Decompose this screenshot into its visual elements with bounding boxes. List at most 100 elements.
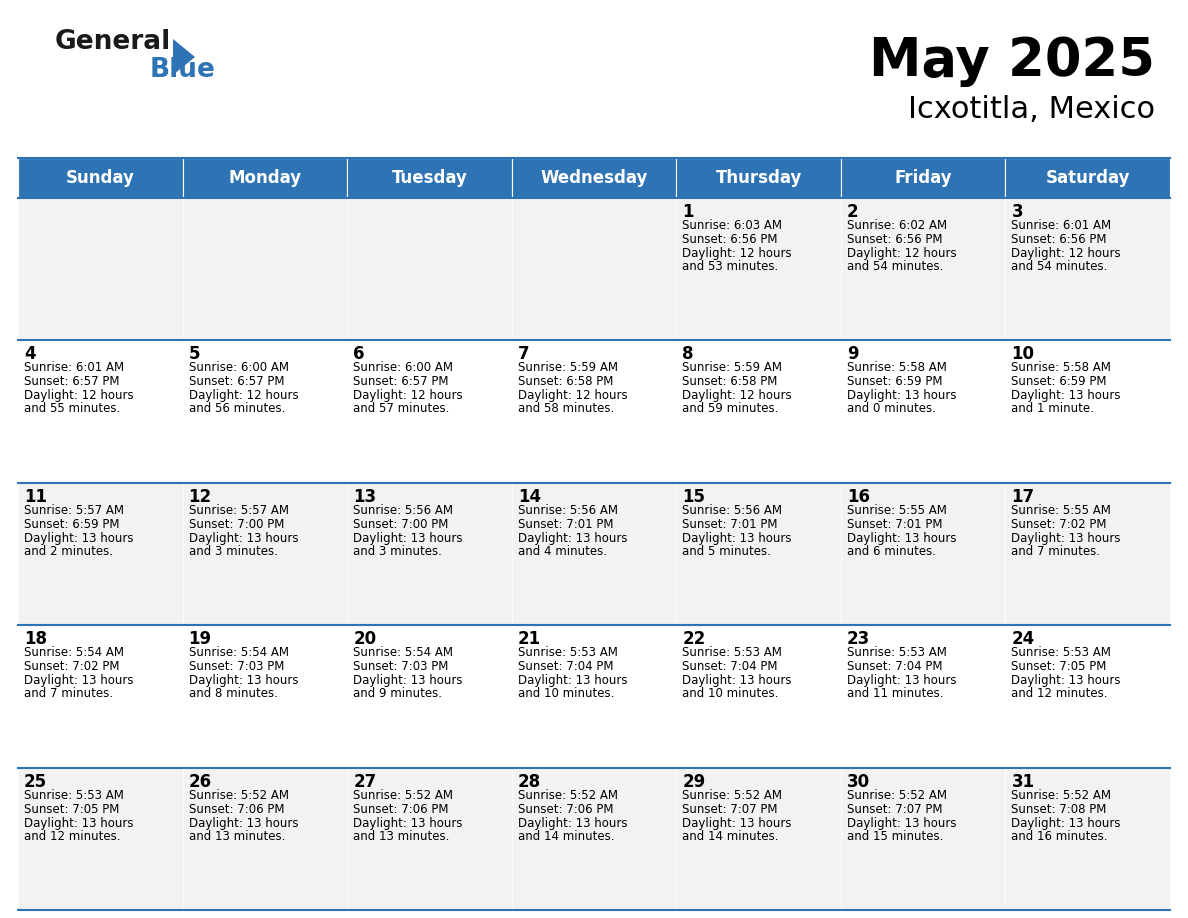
Text: and 15 minutes.: and 15 minutes. — [847, 830, 943, 843]
Text: Sunrise: 5:59 AM: Sunrise: 5:59 AM — [518, 362, 618, 375]
Bar — [183, 198, 347, 341]
Text: Sunrise: 5:56 AM: Sunrise: 5:56 AM — [682, 504, 782, 517]
Text: and 13 minutes.: and 13 minutes. — [353, 830, 449, 843]
Text: and 0 minutes.: and 0 minutes. — [847, 402, 936, 416]
Text: and 5 minutes.: and 5 minutes. — [682, 544, 771, 558]
Text: Daylight: 12 hours: Daylight: 12 hours — [189, 389, 298, 402]
Text: Monday: Monday — [228, 169, 302, 187]
Bar — [1005, 483, 1170, 625]
Text: and 56 minutes.: and 56 minutes. — [189, 402, 285, 416]
Text: 19: 19 — [189, 630, 211, 648]
Text: and 9 minutes.: and 9 minutes. — [353, 688, 442, 700]
Text: 30: 30 — [847, 773, 870, 790]
Text: 8: 8 — [682, 345, 694, 364]
Text: and 13 minutes.: and 13 minutes. — [189, 830, 285, 843]
Bar — [18, 341, 183, 483]
Text: Friday: Friday — [895, 169, 952, 187]
Text: 17: 17 — [1011, 487, 1035, 506]
Text: Sunset: 7:04 PM: Sunset: 7:04 PM — [682, 660, 778, 673]
Text: Sunrise: 6:03 AM: Sunrise: 6:03 AM — [682, 219, 782, 232]
Text: Sunrise: 5:52 AM: Sunrise: 5:52 AM — [1011, 789, 1112, 801]
Bar — [512, 483, 676, 625]
Text: Daylight: 13 hours: Daylight: 13 hours — [847, 532, 956, 544]
Text: and 8 minutes.: and 8 minutes. — [189, 688, 278, 700]
Text: 25: 25 — [24, 773, 48, 790]
Text: Daylight: 13 hours: Daylight: 13 hours — [518, 532, 627, 544]
Text: 12: 12 — [189, 487, 211, 506]
Text: Daylight: 12 hours: Daylight: 12 hours — [847, 247, 956, 260]
Text: Sunrise: 6:01 AM: Sunrise: 6:01 AM — [24, 362, 124, 375]
Text: Sunrise: 6:00 AM: Sunrise: 6:00 AM — [189, 362, 289, 375]
Text: Sunset: 7:01 PM: Sunset: 7:01 PM — [518, 518, 613, 531]
Text: Sunrise: 6:02 AM: Sunrise: 6:02 AM — [847, 219, 947, 232]
Bar — [347, 198, 512, 341]
Bar — [1005, 158, 1170, 198]
Text: Daylight: 13 hours: Daylight: 13 hours — [1011, 389, 1121, 402]
Text: Sunrise: 5:52 AM: Sunrise: 5:52 AM — [189, 789, 289, 801]
Text: Sunset: 7:07 PM: Sunset: 7:07 PM — [682, 802, 778, 815]
Text: and 59 minutes.: and 59 minutes. — [682, 402, 778, 416]
Text: 31: 31 — [1011, 773, 1035, 790]
Text: 10: 10 — [1011, 345, 1035, 364]
Bar — [1005, 198, 1170, 341]
Bar — [676, 483, 841, 625]
Text: Sunrise: 5:52 AM: Sunrise: 5:52 AM — [518, 789, 618, 801]
Text: and 4 minutes.: and 4 minutes. — [518, 544, 607, 558]
Bar — [183, 483, 347, 625]
Text: 4: 4 — [24, 345, 36, 364]
Text: and 2 minutes.: and 2 minutes. — [24, 544, 113, 558]
Text: Sunrise: 5:59 AM: Sunrise: 5:59 AM — [682, 362, 782, 375]
Bar — [183, 158, 347, 198]
Text: Sunrise: 5:53 AM: Sunrise: 5:53 AM — [847, 646, 947, 659]
Text: Sunrise: 5:54 AM: Sunrise: 5:54 AM — [189, 646, 289, 659]
Text: Daylight: 12 hours: Daylight: 12 hours — [682, 389, 792, 402]
Bar — [347, 483, 512, 625]
Text: Sunrise: 5:53 AM: Sunrise: 5:53 AM — [1011, 646, 1111, 659]
Text: Thursday: Thursday — [715, 169, 802, 187]
Text: Sunset: 7:01 PM: Sunset: 7:01 PM — [847, 518, 942, 531]
Text: and 57 minutes.: and 57 minutes. — [353, 402, 449, 416]
Text: and 14 minutes.: and 14 minutes. — [682, 830, 779, 843]
Text: 6: 6 — [353, 345, 365, 364]
Text: Daylight: 13 hours: Daylight: 13 hours — [189, 817, 298, 830]
Text: and 7 minutes.: and 7 minutes. — [1011, 544, 1100, 558]
Bar — [183, 767, 347, 910]
Text: Sunset: 7:03 PM: Sunset: 7:03 PM — [189, 660, 284, 673]
Text: Daylight: 13 hours: Daylight: 13 hours — [682, 532, 791, 544]
Bar — [512, 158, 676, 198]
Bar — [347, 625, 512, 767]
Bar — [841, 198, 1005, 341]
Text: Sunset: 7:04 PM: Sunset: 7:04 PM — [518, 660, 613, 673]
Text: Sunset: 6:59 PM: Sunset: 6:59 PM — [847, 375, 942, 388]
Text: and 10 minutes.: and 10 minutes. — [682, 688, 778, 700]
Text: and 7 minutes.: and 7 minutes. — [24, 688, 113, 700]
Bar — [512, 341, 676, 483]
Text: Daylight: 13 hours: Daylight: 13 hours — [518, 674, 627, 688]
Text: Daylight: 13 hours: Daylight: 13 hours — [682, 817, 791, 830]
Text: Sunrise: 5:56 AM: Sunrise: 5:56 AM — [518, 504, 618, 517]
Text: 28: 28 — [518, 773, 541, 790]
Bar — [1005, 767, 1170, 910]
Text: Daylight: 12 hours: Daylight: 12 hours — [682, 247, 792, 260]
Text: Daylight: 13 hours: Daylight: 13 hours — [1011, 674, 1121, 688]
Text: Sunrise: 5:52 AM: Sunrise: 5:52 AM — [847, 789, 947, 801]
Text: Sunset: 6:56 PM: Sunset: 6:56 PM — [682, 233, 778, 246]
Bar — [841, 625, 1005, 767]
Text: 21: 21 — [518, 630, 541, 648]
Text: Sunrise: 5:53 AM: Sunrise: 5:53 AM — [518, 646, 618, 659]
Text: Tuesday: Tuesday — [392, 169, 467, 187]
Text: and 16 minutes.: and 16 minutes. — [1011, 830, 1108, 843]
Bar — [676, 767, 841, 910]
Text: 20: 20 — [353, 630, 377, 648]
Text: 26: 26 — [189, 773, 211, 790]
Text: Sunset: 7:00 PM: Sunset: 7:00 PM — [189, 518, 284, 531]
Text: Daylight: 13 hours: Daylight: 13 hours — [24, 674, 133, 688]
Bar — [841, 483, 1005, 625]
Text: 15: 15 — [682, 487, 706, 506]
Text: General: General — [55, 29, 171, 55]
Text: Sunset: 7:08 PM: Sunset: 7:08 PM — [1011, 802, 1107, 815]
Text: Sunset: 7:04 PM: Sunset: 7:04 PM — [847, 660, 942, 673]
Bar — [18, 158, 183, 198]
Bar — [1005, 341, 1170, 483]
Bar — [1005, 625, 1170, 767]
